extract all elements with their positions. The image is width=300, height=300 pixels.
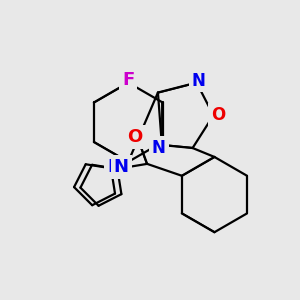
- Text: O: O: [211, 106, 226, 124]
- Text: N: N: [107, 158, 122, 176]
- Text: N: N: [114, 158, 129, 176]
- Text: F: F: [122, 71, 134, 89]
- Text: N: N: [152, 139, 166, 157]
- Text: N: N: [192, 72, 206, 90]
- Text: O: O: [128, 128, 143, 146]
